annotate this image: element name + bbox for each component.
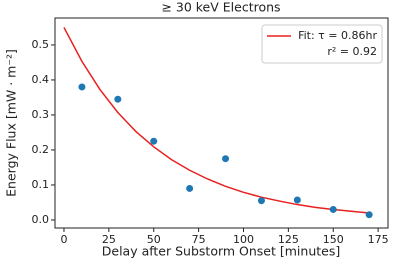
fit-line bbox=[63, 27, 370, 214]
data-point bbox=[186, 184, 194, 192]
data-point bbox=[114, 95, 122, 103]
data-point bbox=[293, 196, 301, 204]
x-tick-label: 50 bbox=[147, 233, 161, 246]
chart-title: ≥ 30 keV Electrons bbox=[161, 0, 280, 15]
legend-label: Fit: τ = 0.86hr bbox=[298, 29, 377, 42]
data-point bbox=[329, 205, 337, 213]
x-axis-label: Delay after Substorm Onset [minutes] bbox=[102, 244, 340, 259]
y-tick-label: 0.2 bbox=[32, 143, 50, 156]
y-tick-label: 0.3 bbox=[32, 108, 50, 121]
x-tick-label: 150 bbox=[323, 233, 344, 246]
data-point bbox=[78, 83, 86, 91]
y-tick-label: 0.1 bbox=[32, 178, 50, 191]
x-tick-label: 175 bbox=[368, 233, 389, 246]
x-tick-label: 125 bbox=[278, 233, 299, 246]
y-tick-label: 0.0 bbox=[32, 213, 50, 226]
x-tick-label: 25 bbox=[102, 233, 116, 246]
legend-note: r² = 0.92 bbox=[327, 45, 377, 58]
x-tick-label: 75 bbox=[192, 233, 206, 246]
data-point bbox=[222, 155, 230, 163]
legend-box bbox=[261, 24, 383, 64]
x-tick-label: 0 bbox=[60, 233, 67, 246]
x-tick-label: 100 bbox=[233, 233, 254, 246]
y-axis-label: Energy Flux [mW · m⁻²] bbox=[4, 49, 19, 197]
plot-frame bbox=[54, 17, 389, 229]
data-point bbox=[257, 197, 265, 205]
data-point bbox=[365, 211, 373, 219]
y-tick-label: 0.5 bbox=[32, 38, 50, 51]
data-point bbox=[150, 137, 158, 145]
y-tick-label: 0.4 bbox=[32, 73, 50, 86]
